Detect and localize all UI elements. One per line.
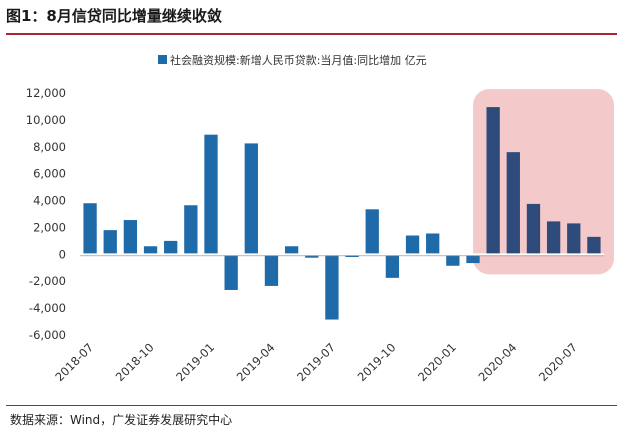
bar-2019-03 xyxy=(244,143,258,255)
bar-2019-04 xyxy=(264,254,279,286)
legend-swatch xyxy=(158,55,167,64)
bar-2019-02 xyxy=(224,254,238,290)
y-tick-label: -2,000 xyxy=(29,274,66,288)
x-tick-label: 2019-01 xyxy=(173,340,217,384)
y-tick-label: 0 xyxy=(59,247,66,261)
bar-2019-01 xyxy=(204,134,218,255)
x-tick-label: 2020-01 xyxy=(415,340,459,384)
bar-2020-04 xyxy=(506,152,520,255)
legend-label: 社会融资规模:新增人民币贷款:当月值:同比增加 亿元 xyxy=(170,53,427,67)
bar-2020-06 xyxy=(546,221,561,255)
bar-2019-07 xyxy=(325,254,339,320)
x-tick-label: 2019-10 xyxy=(355,340,399,384)
y-tick-label: 4,000 xyxy=(33,194,66,208)
y-tick-label: 12,000 xyxy=(26,86,66,100)
bar-2018-07 xyxy=(83,203,97,255)
x-tick-label: 2018-10 xyxy=(113,340,157,384)
bar-2018-09 xyxy=(123,220,138,255)
bar-2019-12 xyxy=(426,233,440,255)
bar-2020-03 xyxy=(486,107,500,255)
title-rule xyxy=(6,33,617,35)
legend: 社会融资规模:新增人民币贷款:当月值:同比增加 亿元 xyxy=(158,53,427,67)
bar-2020-05 xyxy=(526,203,541,255)
bar-2018-08 xyxy=(103,230,117,255)
bar-2020-08 xyxy=(587,236,601,255)
bar-2019-11 xyxy=(405,235,420,255)
x-tick-label: 2019-04 xyxy=(234,340,278,384)
bar-2020-07 xyxy=(567,223,581,255)
y-tick-label: 6,000 xyxy=(33,167,66,181)
x-tick-label: 2020-04 xyxy=(476,340,520,384)
footer-rule xyxy=(6,405,617,406)
bar-2019-05 xyxy=(284,246,299,255)
source-note: 数据来源：Wind，广发证券发展研究中心 xyxy=(10,413,233,427)
x-tick-label: 2018-07 xyxy=(52,340,96,384)
bar-2020-01 xyxy=(446,254,460,266)
y-tick-label: 2,000 xyxy=(33,220,66,234)
y-tick-label: 10,000 xyxy=(26,113,66,127)
bar-2019-10 xyxy=(385,254,400,278)
bar-2018-10 xyxy=(143,246,158,255)
bar-2019-09 xyxy=(365,209,379,255)
bar-2020-02 xyxy=(466,254,480,264)
bar-chart: 社会融资规模:新增人民币贷款:当月值:同比增加 亿元 12,000 10,000 8… xyxy=(26,53,614,384)
y-tick-label: -4,000 xyxy=(29,301,66,315)
bar-2018-11 xyxy=(164,240,178,255)
x-tick-label: 2020-07 xyxy=(536,340,580,384)
figure-title: 图1：8月信贷同比增量继续收敛 xyxy=(6,7,222,25)
y-tick-label: -6,000 xyxy=(29,328,66,342)
bar-2018-12 xyxy=(184,205,198,255)
y-tick-label: 8,000 xyxy=(33,140,66,154)
x-tick-label: 2019-07 xyxy=(294,340,338,384)
